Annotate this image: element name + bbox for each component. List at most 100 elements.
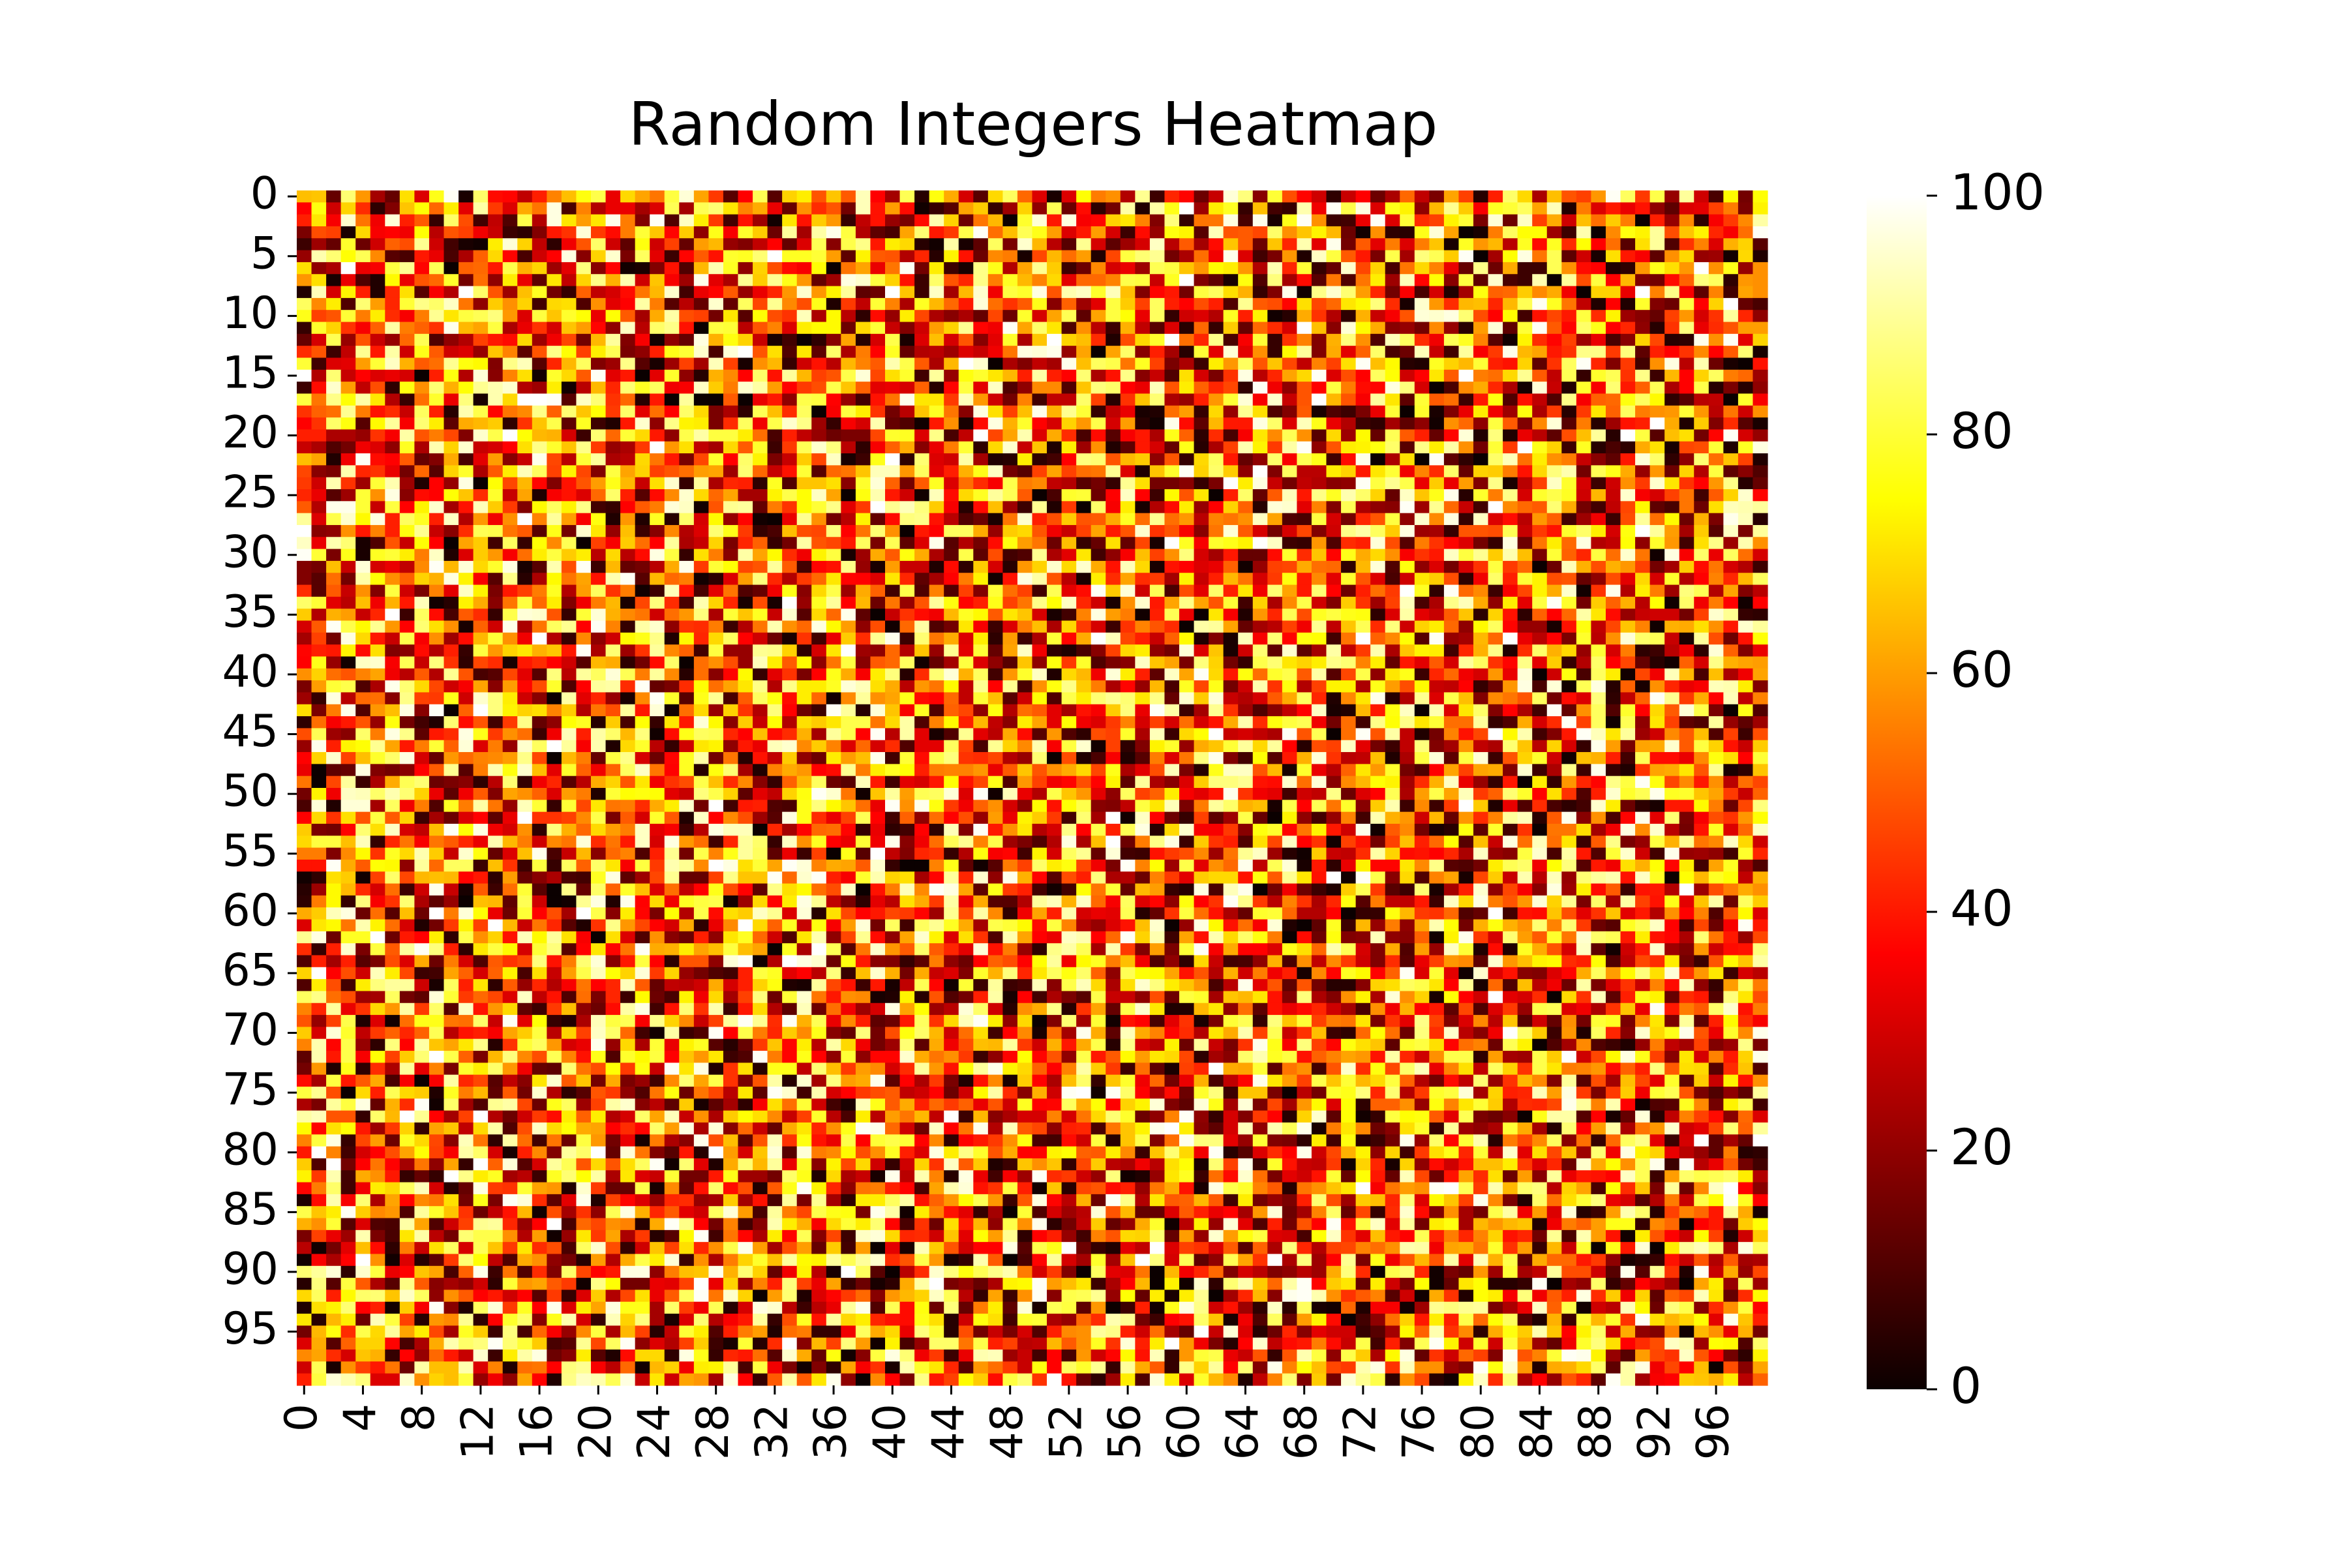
heatmap-cell <box>429 644 445 657</box>
heatmap-cell <box>1267 704 1283 717</box>
heatmap-cell <box>547 692 562 705</box>
heatmap-cell <box>429 704 445 717</box>
heatmap-cell <box>429 656 445 669</box>
heatmap-cell <box>1679 417 1694 430</box>
heatmap-cell <box>738 214 753 227</box>
heatmap-cell <box>1532 716 1548 729</box>
heatmap-cell <box>723 609 739 622</box>
heatmap-cell <box>973 704 989 717</box>
heatmap-cell <box>1002 501 1018 514</box>
heatmap-cell <box>958 453 974 466</box>
heatmap-cell <box>591 286 607 299</box>
heatmap-cell <box>650 620 665 633</box>
heatmap-cell <box>1002 740 1018 753</box>
heatmap-cell <box>326 656 342 669</box>
heatmap-cell <box>1723 214 1739 227</box>
heatmap-cell <box>1738 190 1754 203</box>
heatmap-cell <box>958 405 974 418</box>
heatmap-cell <box>1209 441 1224 454</box>
heatmap-cell <box>1664 740 1680 753</box>
heatmap-cell <box>517 405 533 418</box>
heatmap-cell <box>1679 596 1694 609</box>
heatmap-cell <box>1400 453 1415 466</box>
heatmap-cell <box>1488 405 1503 418</box>
heatmap-cell <box>473 405 489 418</box>
heatmap-cell <box>1061 501 1077 514</box>
heatmap-cell <box>1473 560 1489 573</box>
heatmap-cell <box>1400 322 1415 335</box>
heatmap-cell <box>591 620 607 633</box>
heatmap-cell <box>340 190 356 203</box>
heatmap-cell <box>1091 764 1106 777</box>
heatmap-cell <box>1679 537 1694 550</box>
heatmap-cell <box>591 716 607 729</box>
heatmap-cell <box>1546 441 1562 454</box>
heatmap-cell <box>1605 333 1621 346</box>
heatmap-cell <box>517 560 533 573</box>
heatmap-cell <box>899 728 915 741</box>
heatmap-cell <box>1458 656 1474 669</box>
heatmap-cell <box>370 644 385 657</box>
heatmap-cell <box>591 489 607 502</box>
heatmap-cell <box>1473 417 1489 430</box>
heatmap-cell <box>561 728 577 741</box>
heatmap-cell <box>297 620 312 633</box>
heatmap-cell <box>1297 429 1312 442</box>
heatmap-cell <box>1532 573 1548 586</box>
heatmap-cell <box>1002 596 1018 609</box>
heatmap-cell <box>899 429 915 442</box>
heatmap-cell <box>1135 764 1151 777</box>
heatmap-cell <box>1032 333 1047 346</box>
heatmap-cell <box>1194 632 1209 645</box>
heatmap-cell <box>444 429 459 442</box>
heatmap-cell <box>708 668 724 681</box>
heatmap-cell <box>1591 752 1606 764</box>
heatmap-cell <box>1135 393 1151 406</box>
heatmap-cell <box>1738 333 1754 346</box>
heatmap-cell <box>1355 322 1371 335</box>
heatmap-cell <box>914 297 930 310</box>
heatmap-cell <box>1106 262 1121 275</box>
heatmap-cell <box>1532 501 1548 514</box>
heatmap-cell <box>370 740 385 753</box>
heatmap-cell <box>899 692 915 705</box>
heatmap-cell <box>1488 740 1503 753</box>
heatmap-cell <box>738 405 753 418</box>
heatmap-cell <box>1679 190 1694 203</box>
heatmap-cell <box>841 202 856 215</box>
heatmap-cell <box>1047 620 1062 633</box>
heatmap-cell <box>547 680 562 693</box>
heatmap-cell <box>1017 274 1033 287</box>
heatmap-cell <box>1032 728 1047 741</box>
heatmap-cell <box>1385 477 1400 490</box>
heatmap-cell <box>561 692 577 705</box>
heatmap-cell <box>664 477 680 490</box>
heatmap-cell <box>826 716 841 729</box>
heatmap-cell <box>1532 393 1548 406</box>
heatmap-cell <box>944 764 959 777</box>
heatmap-cell <box>1400 346 1415 359</box>
heatmap-cell <box>311 704 327 717</box>
heatmap-cell <box>1370 596 1386 609</box>
heatmap-cell <box>1267 274 1283 287</box>
heatmap-cell <box>1370 740 1386 753</box>
heatmap-cell <box>1473 620 1489 633</box>
heatmap-cell <box>488 740 504 753</box>
heatmap-cell <box>1546 429 1562 442</box>
heatmap-cell <box>355 513 371 526</box>
heatmap-cell <box>459 596 474 609</box>
heatmap-cell <box>385 584 400 597</box>
heatmap-cell <box>502 453 518 466</box>
heatmap-cell <box>1753 549 1768 562</box>
heatmap-cell <box>444 632 459 645</box>
heatmap-cell <box>693 609 709 622</box>
heatmap-cell <box>1517 609 1533 622</box>
heatmap-cell <box>1532 668 1548 681</box>
heatmap-cell <box>1576 190 1591 203</box>
heatmap-cell <box>1620 656 1636 669</box>
heatmap-cell <box>1649 262 1665 275</box>
heatmap-cell <box>693 524 709 537</box>
heatmap-cell <box>1297 274 1312 287</box>
heatmap-cell <box>811 573 827 586</box>
heatmap-cell <box>811 250 827 263</box>
